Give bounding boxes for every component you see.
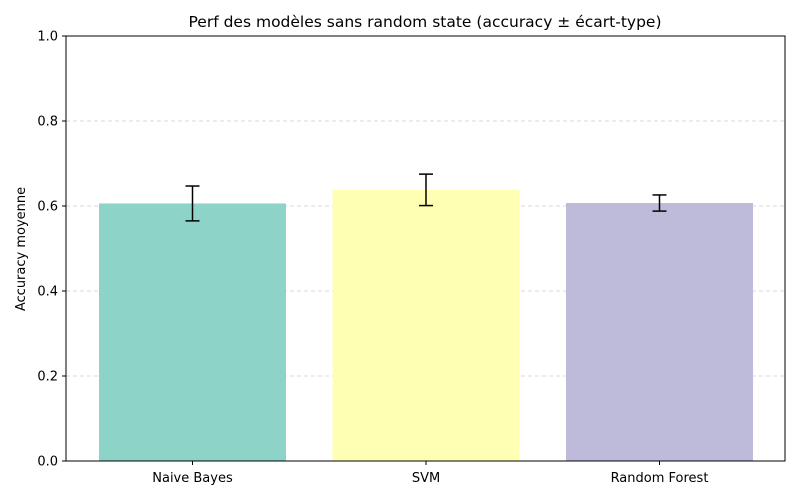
y-axis-ticks: 0.0 0.2 0.4 0.6 0.8 1.0 bbox=[37, 30, 66, 470]
bar bbox=[566, 203, 753, 461]
y-tick-label: 0.8 bbox=[37, 115, 58, 130]
y-tick-label: 0.4 bbox=[37, 285, 58, 300]
chart-title: Perf des modèles sans random state (accu… bbox=[189, 13, 662, 31]
bar bbox=[332, 189, 520, 461]
x-tick-label: SVM bbox=[412, 471, 440, 486]
bar bbox=[99, 203, 286, 461]
bars bbox=[99, 189, 753, 461]
x-tick-label: Random Forest bbox=[611, 471, 709, 486]
y-tick-label: 0.0 bbox=[37, 455, 58, 470]
y-axis-title: Accuracy moyenne bbox=[14, 187, 29, 311]
error-bars bbox=[185, 173, 667, 222]
x-tick-label: Naive Bayes bbox=[152, 471, 233, 486]
y-tick-label: 1.0 bbox=[37, 30, 58, 45]
y-tick-label: 0.6 bbox=[37, 200, 58, 215]
y-tick-label: 0.2 bbox=[37, 370, 58, 385]
x-axis-ticks: Naive Bayes SVM Random Forest bbox=[152, 461, 708, 486]
